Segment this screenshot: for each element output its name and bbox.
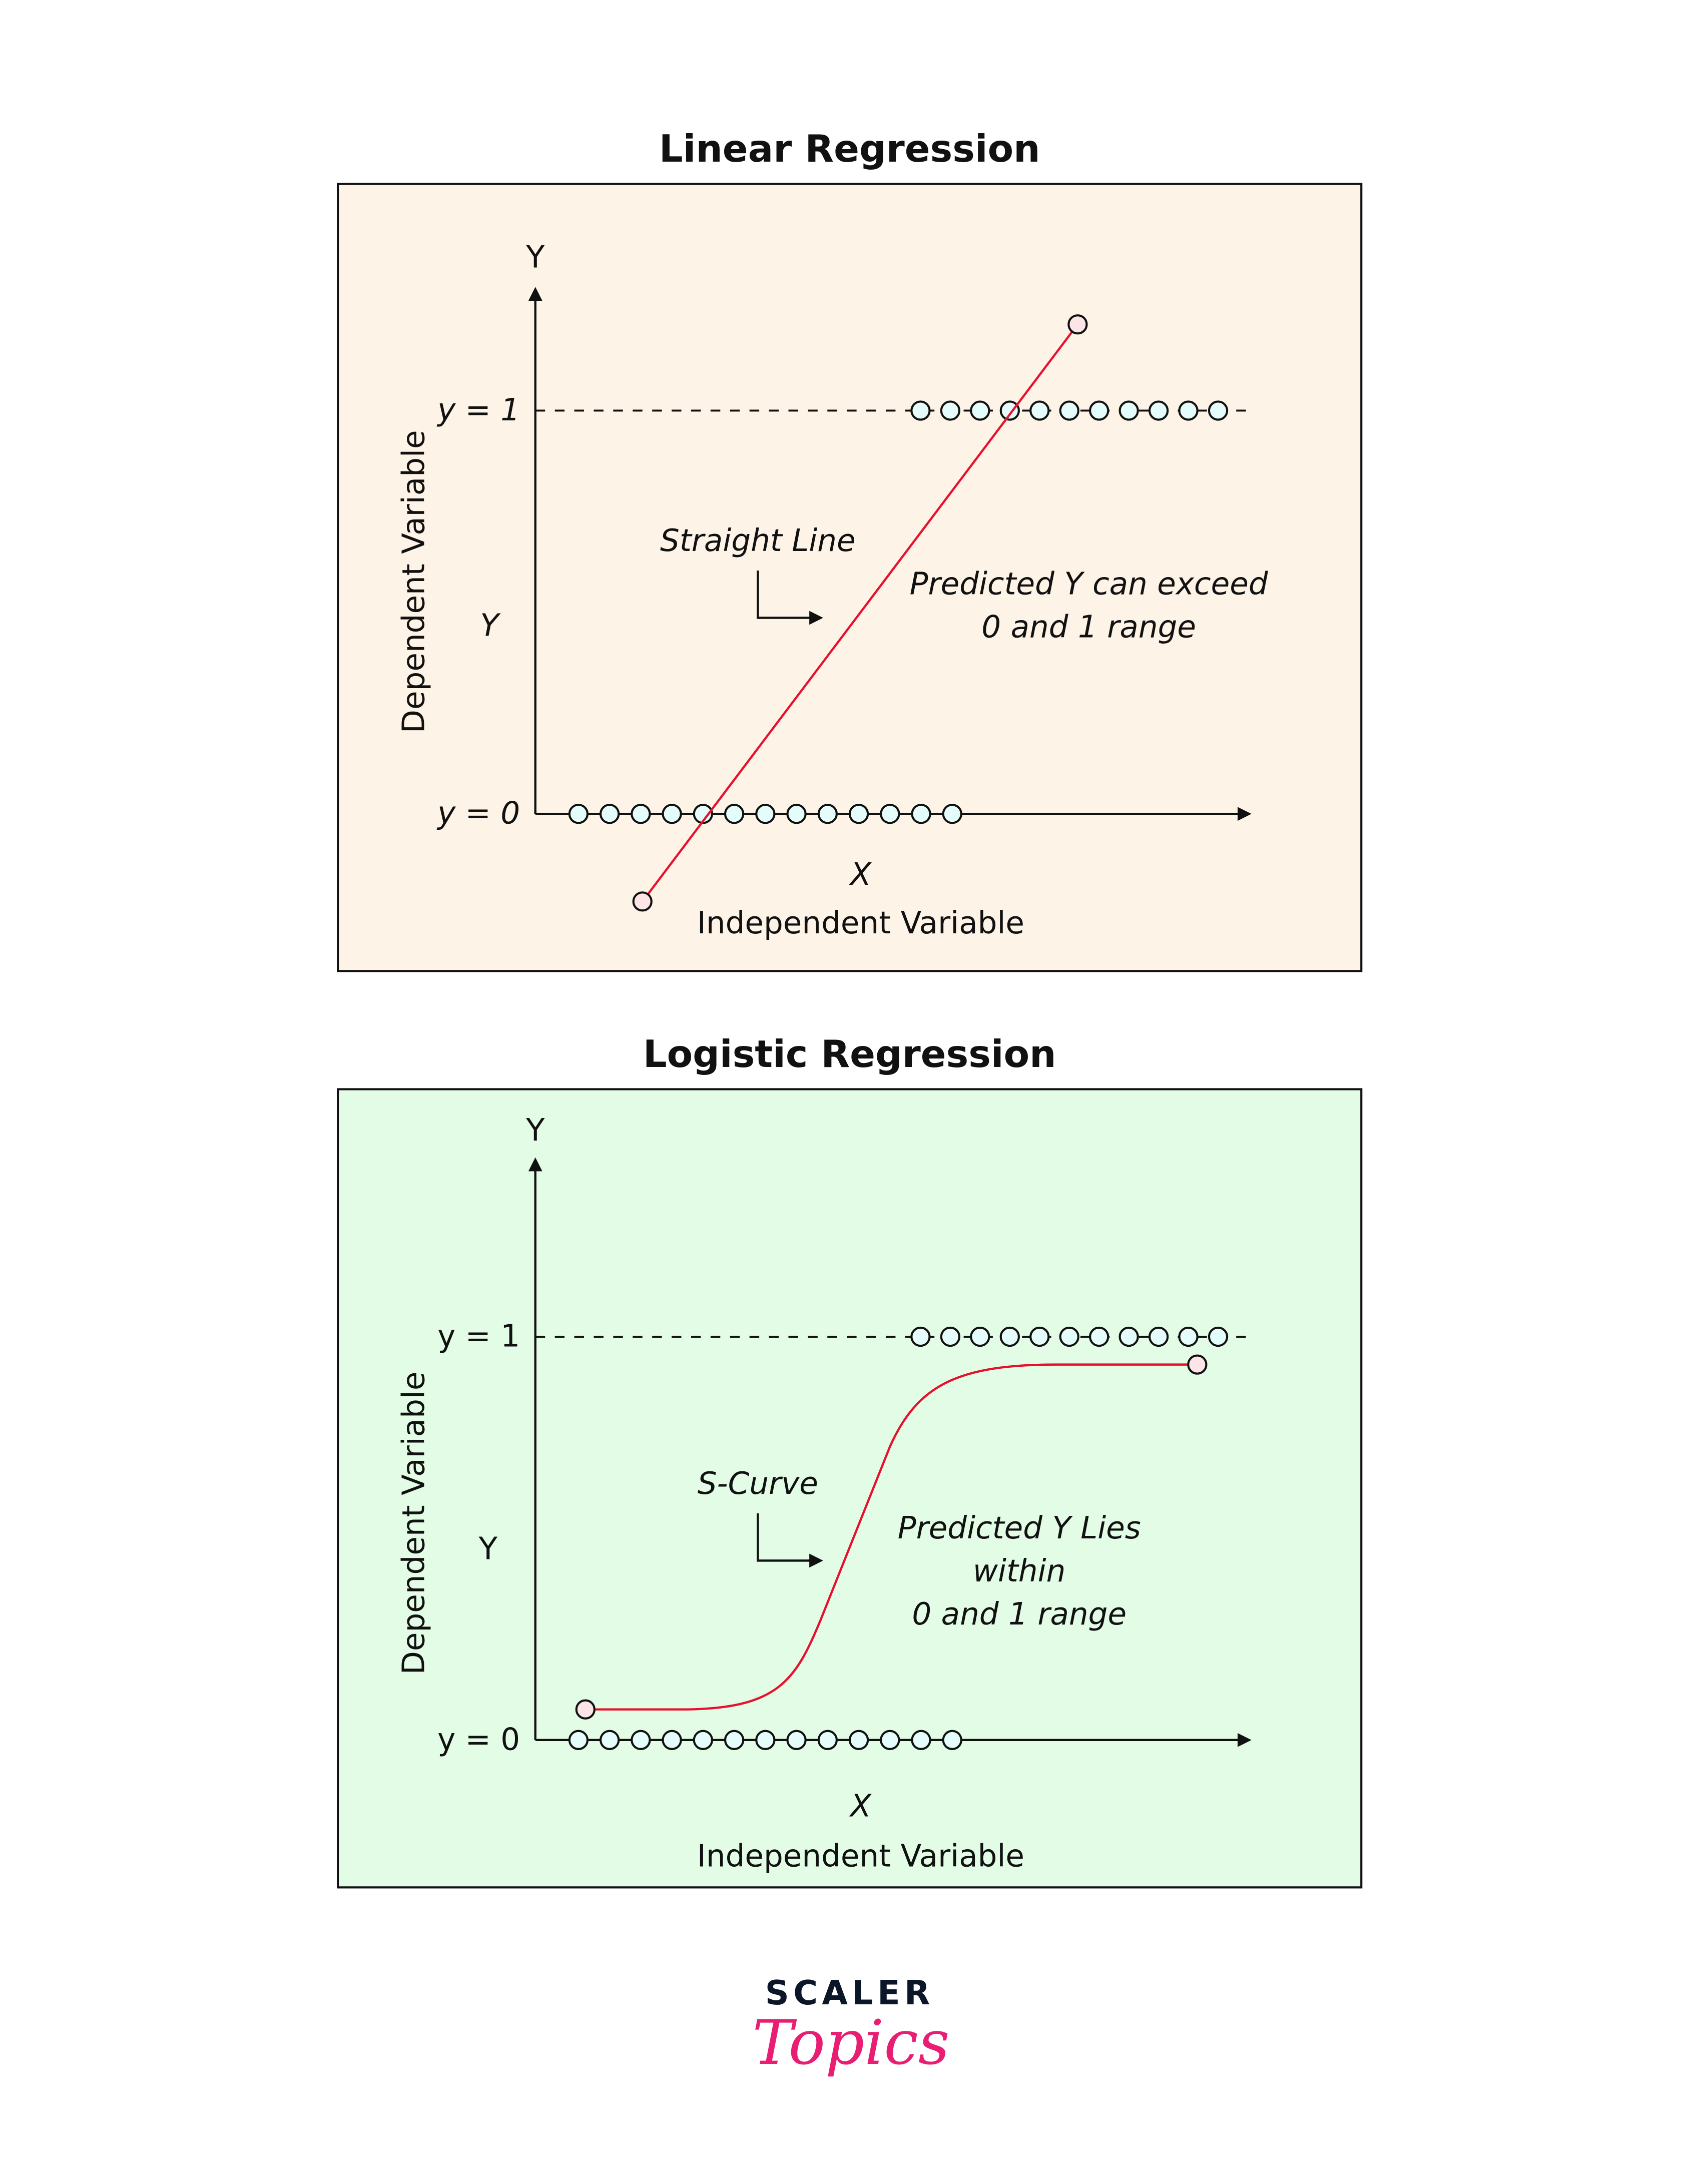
y-variable-label: Y	[480, 608, 501, 644]
logistic-regression-panel: Logistic Regression Y y = 1 y = 0 Y Depe…	[337, 1032, 1363, 1889]
x-variable-label: X	[849, 857, 872, 892]
class-1-point	[910, 400, 931, 421]
class-1-point	[999, 400, 1020, 421]
fit-line	[641, 323, 1079, 902]
logo-scaler: SCALER	[765, 1973, 934, 2012]
panel-background	[337, 183, 1363, 972]
panel-background	[337, 1088, 1363, 1889]
note-line: 0 and 1 range	[981, 609, 1196, 645]
class-0-point	[942, 804, 962, 824]
class-1-point	[1178, 400, 1199, 421]
class-0-point	[848, 804, 869, 824]
class-0-point	[786, 1730, 807, 1750]
class-0-point	[880, 1730, 900, 1750]
independent-variable-label: Independent Variable	[697, 905, 1024, 941]
x-variable-label: X	[849, 1789, 872, 1824]
class-0-point	[880, 804, 900, 824]
class-0-point	[662, 1730, 682, 1750]
class-1-point	[1089, 1326, 1109, 1347]
fit-endpoint	[632, 891, 653, 912]
y-axis-label: Y	[525, 1113, 545, 1148]
class-0-point	[911, 804, 931, 824]
dependent-variable-label: Dependent Variable	[396, 430, 431, 733]
class-1-point	[1178, 1326, 1199, 1347]
class-0-point	[662, 804, 682, 824]
class-1-point	[1148, 1326, 1169, 1347]
y0-label: y = 0	[437, 1722, 520, 1757]
class-1-point	[1029, 400, 1050, 421]
y1-label: y = 1	[437, 1318, 520, 1354]
panel-title: Linear Regression	[659, 127, 1040, 171]
class-0-point	[724, 804, 745, 824]
class-0-point	[724, 1730, 745, 1750]
class-1-point	[999, 1326, 1020, 1347]
fit-endpoint	[1067, 314, 1088, 335]
data-points	[568, 400, 1229, 824]
class-0-point	[631, 1730, 651, 1750]
class-0-point	[786, 804, 807, 824]
y1-label: y = 1	[436, 392, 520, 428]
class-0-point	[599, 1730, 620, 1750]
class-1-point	[1029, 1326, 1050, 1347]
class-1-point	[970, 1326, 990, 1347]
y-variable-label: Y	[478, 1531, 498, 1567]
logo-topics: Topics	[752, 2007, 949, 2078]
note-line: within	[973, 1553, 1065, 1589]
panel-title: Logistic Regression	[643, 1032, 1056, 1076]
class-1-point	[1148, 400, 1169, 421]
note-line: Predicted Y Lies	[898, 1510, 1141, 1546]
class-1-point	[1118, 400, 1139, 421]
pointer-arrow	[757, 1513, 823, 1568]
class-1-point	[1208, 1326, 1229, 1347]
class-1-point	[940, 1326, 961, 1347]
y0-label: y = 0	[436, 796, 520, 831]
data-points	[568, 1326, 1229, 1750]
class-0-point	[599, 804, 620, 824]
linear-regression-panel: Linear Regression Y y = 1 y = 0 Y Depend…	[337, 127, 1363, 972]
class-1-point	[1089, 400, 1109, 421]
class-1-point	[1059, 1326, 1079, 1347]
note-line: Predicted Y can exceed	[910, 566, 1269, 602]
s-curve	[585, 1363, 1198, 1711]
class-0-point	[911, 1730, 931, 1750]
class-0-point	[817, 1730, 838, 1750]
class-1-point	[970, 400, 990, 421]
fit-endpoint	[575, 1699, 596, 1720]
class-0-point	[942, 1730, 962, 1750]
scaler-topics-logo: SCALER Topics	[752, 1973, 949, 2078]
class-0-point	[568, 1730, 589, 1750]
independent-variable-label: Independent Variable	[697, 1839, 1024, 1874]
class-1-point	[1118, 1326, 1139, 1347]
fit-endpoint	[1187, 1354, 1208, 1375]
dependent-variable-label: Dependent Variable	[396, 1372, 431, 1675]
class-0-point	[817, 804, 838, 824]
y-axis-label: Y	[525, 239, 545, 275]
class-0-point	[693, 1730, 714, 1750]
class-0-point	[755, 1730, 776, 1750]
class-1-point	[940, 400, 961, 421]
curve-label: S-Curve	[698, 1466, 818, 1501]
class-1-point	[1059, 400, 1079, 421]
class-1-point	[1208, 400, 1229, 421]
note-line: 0 and 1 range	[912, 1596, 1126, 1632]
class-0-point	[568, 804, 589, 824]
class-0-point	[755, 804, 776, 824]
curve-label: Straight Line	[660, 523, 856, 559]
class-0-point	[848, 1730, 869, 1750]
class-0-point	[631, 804, 651, 824]
class-1-point	[910, 1326, 931, 1347]
pointer-arrow	[757, 571, 823, 625]
